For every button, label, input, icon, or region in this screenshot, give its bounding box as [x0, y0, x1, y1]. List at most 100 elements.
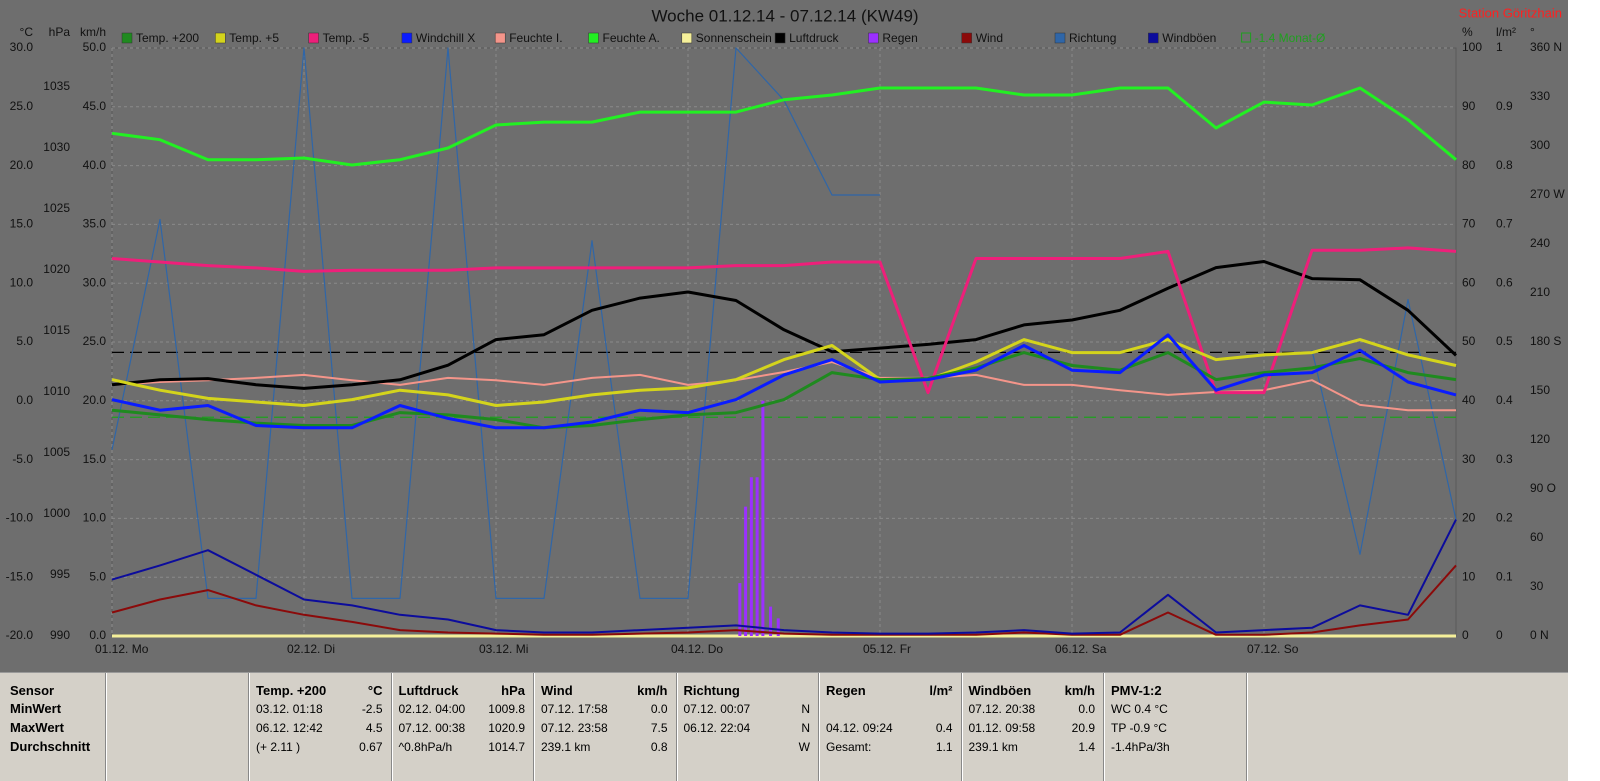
y-tick-label: 0 N: [1530, 628, 1549, 642]
summary-table: Sensor MinWert MaxWert Durchschnitt Temp. +2…: [0, 672, 1568, 781]
column-box: [1245, 673, 1570, 781]
column-unit: l/m²: [929, 683, 953, 698]
column-box: [248, 673, 392, 781]
series-line: [111, 260, 1458, 390]
chart: Woche 01.12.14 - 07.12.14 (KW49) Station…: [0, 0, 1568, 672]
legend-label: Temp. +200: [136, 31, 199, 45]
x-tick-label: 06.12. Sa: [1055, 642, 1107, 656]
table-cell: 0.0: [1078, 702, 1095, 716]
legend-swatch: [1054, 32, 1066, 44]
rain-bar: [755, 477, 759, 636]
y-tick-label: 30.0: [83, 275, 107, 289]
column-header: Luftdruck: [398, 683, 459, 698]
legend-swatch: [494, 32, 506, 44]
table-cell: 03.12. 01:18: [256, 702, 323, 716]
legend-swatch: [121, 32, 133, 44]
table-cell: (+ 2.11 ): [256, 740, 301, 754]
y-tick-label: 1025: [43, 201, 70, 215]
rain-bar: [761, 400, 765, 636]
legend-swatch: [308, 32, 319, 44]
column-header: Temp. +200: [256, 683, 327, 698]
table-cell: 7.5: [650, 721, 668, 735]
legend-swatch: [1148, 32, 1159, 44]
y-axis-label: %: [1462, 25, 1473, 39]
column-unit: km/h: [637, 683, 668, 698]
y-tick-label: 60: [1530, 530, 1544, 544]
y-axis-label: hPa: [49, 25, 71, 39]
y-tick-label: 100: [1462, 40, 1482, 54]
y-tick-label: 45.0: [83, 99, 107, 113]
y-tick-label: 20: [1462, 511, 1476, 525]
series-line: [111, 338, 1457, 407]
y-tick-label: -20.0: [6, 628, 34, 642]
y-tick-label: 240: [1530, 236, 1550, 250]
column-header: PMV-1:2: [1111, 683, 1162, 698]
legend-label: Windböen: [1162, 31, 1216, 45]
y-tick-label: 150: [1530, 383, 1550, 397]
column-box: [675, 673, 820, 781]
y-tick-label: 30: [1462, 452, 1476, 466]
legend-swatch: [961, 32, 972, 44]
series-line: [111, 86, 1457, 167]
y-tick-label: 0.0: [89, 628, 106, 642]
table-cell: ^0.8hPa/h: [398, 740, 453, 754]
column-box: [533, 673, 677, 781]
y-tick-label: 10.0: [10, 275, 34, 289]
y-tick-label: 5.0: [89, 569, 106, 583]
y-tick-label: 5.0: [16, 334, 33, 348]
legend-label: Windchill X: [416, 31, 475, 45]
table-cell: 1.4: [1078, 740, 1095, 754]
y-tick-label: 35.0: [83, 217, 107, 231]
column-box: [818, 673, 962, 781]
y-tick-label: 995: [50, 567, 70, 581]
legend-swatch: [401, 32, 413, 44]
x-tick-label: 04.12. Do: [671, 642, 723, 656]
x-tick-label: 02.12. Di: [287, 642, 335, 656]
table-cell: 1014.7: [488, 740, 525, 754]
rain-bar: [769, 606, 773, 636]
y-tick-label: 10.0: [83, 511, 107, 525]
y-tick-label: 30.0: [10, 40, 34, 54]
table-cell: 06.12. 22:04: [683, 721, 751, 735]
y-tick-label: -15.0: [6, 569, 34, 583]
column-header: Wind: [541, 683, 573, 698]
legend-swatch: [215, 32, 226, 44]
y-tick-label: 990: [50, 628, 70, 642]
y-tick-label: 20.0: [83, 393, 107, 407]
table-cell: N: [801, 702, 810, 716]
table-cell: 1009.8: [488, 702, 525, 716]
table-cell: 239.1 km: [541, 740, 591, 754]
table-cell: 07.12. 00:38: [398, 721, 466, 735]
row-label: MaxWert: [10, 720, 64, 735]
table-cell: 07.12. 00:07: [683, 702, 751, 716]
series-line: [111, 519, 1457, 635]
y-tick-label: 1015: [43, 323, 70, 337]
legend-swatch: [868, 32, 879, 44]
y-tick-label: 40: [1462, 393, 1476, 407]
y-tick-label: 50.0: [83, 40, 107, 54]
y-tick-label: 0.0: [16, 393, 33, 407]
x-tick-label: 03.12. Mi: [479, 642, 528, 656]
table-cell: 20.9: [1071, 721, 1095, 735]
row-label: MinWert: [10, 701, 62, 716]
table-cell: WC 0.4 °C: [1111, 702, 1168, 716]
y-tick-label: 0.7: [1496, 217, 1513, 231]
table-cell: 07.12. 17:58: [541, 702, 608, 716]
series-line: [111, 351, 1457, 430]
row-label: Durchschnitt: [10, 739, 91, 754]
table-cell: 07.12. 20:38: [968, 702, 1036, 716]
legend-label: Feuchte I.: [509, 31, 562, 45]
column-box: [960, 673, 1105, 781]
y-tick-label: 40.0: [83, 158, 107, 172]
table-cell: -1.4hPa/3h: [1111, 740, 1170, 754]
column-header: Richtung: [683, 683, 740, 698]
y-tick-label: 10: [1462, 569, 1476, 583]
column-box: [390, 673, 535, 781]
table-cell: 1.1: [935, 740, 953, 754]
y-tick-label: 1035: [43, 79, 70, 93]
series-line: [111, 246, 1457, 395]
table-cell: -2.5: [361, 702, 383, 716]
y-tick-label: 90: [1462, 99, 1476, 113]
table-cell: 4.5: [365, 721, 383, 735]
y-tick-label: 15.0: [10, 217, 34, 231]
